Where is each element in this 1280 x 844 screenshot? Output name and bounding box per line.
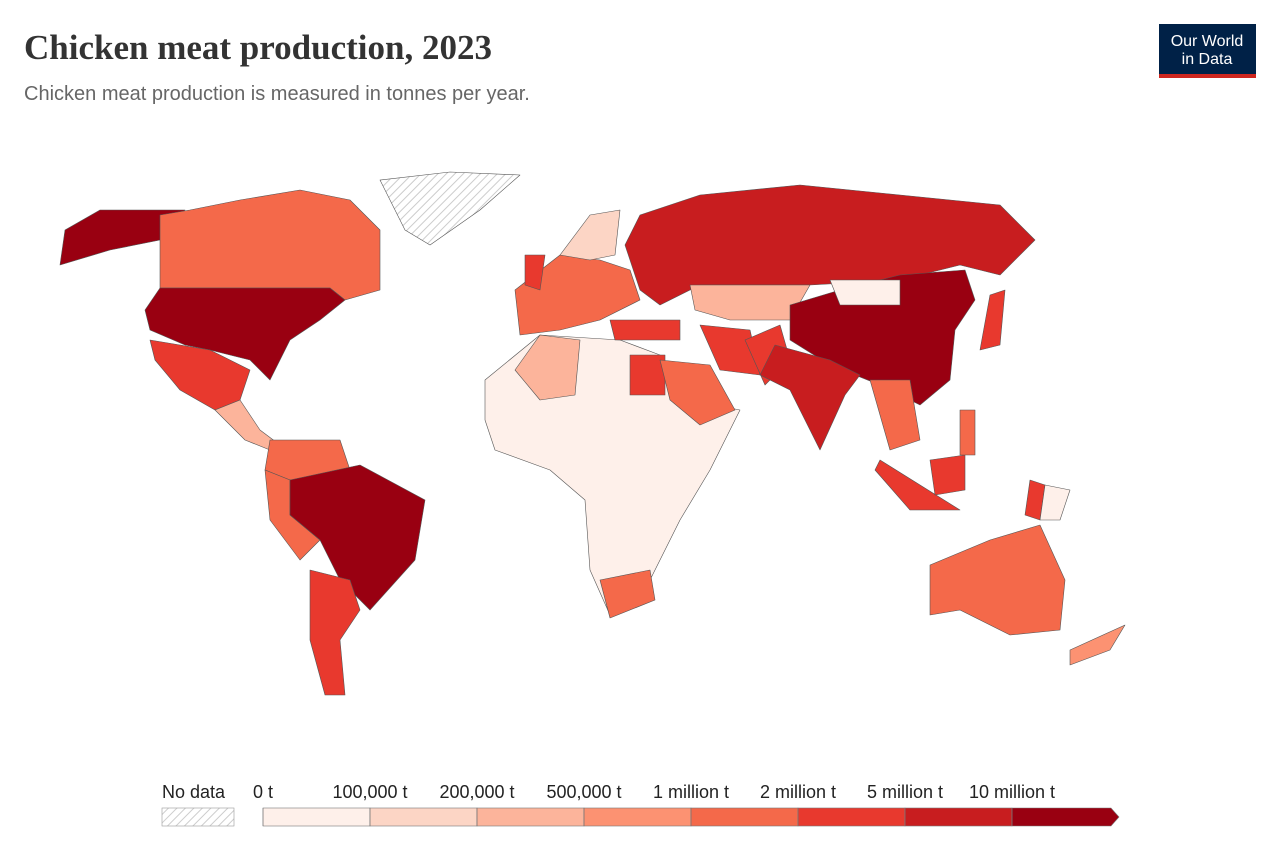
country <box>514 334 581 401</box>
country <box>759 344 861 451</box>
legend-tick-label: 0 t <box>253 782 273 802</box>
country <box>659 359 736 426</box>
country <box>829 279 901 306</box>
legend-tick-label: 2 million t <box>760 782 836 802</box>
country <box>874 459 961 511</box>
logo: Our World in Data <box>1159 24 1256 78</box>
legend-tick-label: 10 million t <box>969 782 1055 802</box>
country <box>144 287 346 381</box>
logo-line: Our World <box>1171 33 1244 50</box>
legend-tick-label: 500,000 t <box>546 782 621 802</box>
title: Chicken meat production, 2023 <box>24 28 492 67</box>
legend-swatch <box>904 807 1013 827</box>
country <box>309 569 361 696</box>
legend-swatch <box>797 807 906 827</box>
logo-line: in Data <box>1182 51 1233 68</box>
map <box>59 171 1126 696</box>
country <box>524 254 546 291</box>
legend-swatch <box>476 807 585 827</box>
country <box>599 569 656 619</box>
country <box>1039 484 1071 521</box>
legend-swatch <box>1011 807 1120 827</box>
logo-box <box>1159 24 1256 78</box>
no-data-swatch <box>161 807 235 827</box>
country <box>929 454 966 496</box>
subtitle: Chicken meat production is measured in t… <box>24 83 530 105</box>
legend-tick-label: 5 million t <box>867 782 943 802</box>
country <box>1069 624 1126 666</box>
country <box>959 409 976 456</box>
country <box>929 524 1066 636</box>
country <box>379 171 521 246</box>
legend-swatch <box>369 807 478 827</box>
country <box>159 189 381 301</box>
country <box>289 464 426 611</box>
logo-bar <box>1159 74 1256 78</box>
country <box>869 379 921 451</box>
legend-tick-label: 100,000 t <box>332 782 407 802</box>
country <box>629 354 666 396</box>
country <box>609 319 681 341</box>
legend-tick-label: 200,000 t <box>439 782 514 802</box>
legend-swatch <box>583 807 692 827</box>
country <box>689 284 811 321</box>
country <box>979 289 1006 351</box>
legend-swatch <box>262 807 371 827</box>
country <box>624 184 1036 306</box>
no-data-label: No data <box>162 782 226 802</box>
legend-swatch <box>690 807 799 827</box>
country <box>559 209 621 261</box>
legend-tick-label: 1 million t <box>653 782 729 802</box>
legend: No data 0 t 100,000 t 200,000 t 500,000 t 1 … <box>161 782 1120 827</box>
